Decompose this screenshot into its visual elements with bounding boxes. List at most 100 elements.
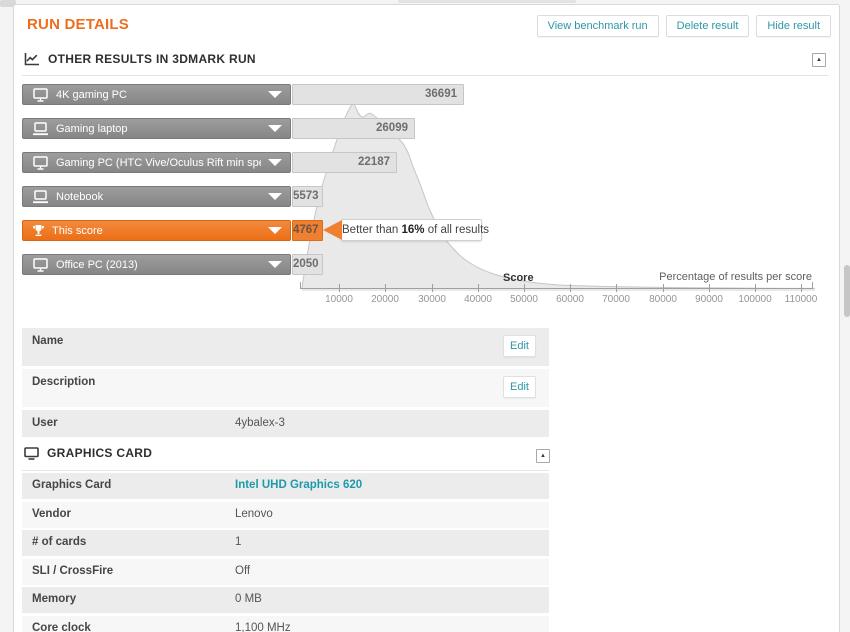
window-artifact bbox=[398, 0, 576, 3]
row-label: Description bbox=[32, 376, 96, 388]
chart-row: 4K gaming PC 36691 bbox=[0, 84, 850, 105]
axis-tick bbox=[801, 284, 802, 292]
tooltip-percent: 16% bbox=[401, 224, 425, 236]
laptop-icon bbox=[32, 121, 49, 136]
chart-row: Gaming laptop 26099 bbox=[0, 118, 850, 139]
row-label: Vendor bbox=[32, 508, 71, 520]
axis-tick-label: 20000 bbox=[371, 294, 399, 305]
dropdown-caret-icon bbox=[268, 227, 282, 234]
tooltip-arrow-icon bbox=[323, 220, 342, 240]
axis-tick bbox=[385, 284, 386, 292]
gpu-row-core-clock: Core clock 1,100 MHz bbox=[22, 616, 549, 632]
collapse-other-results-button[interactable]: ▲ bbox=[812, 53, 826, 67]
tooltip-text: Better than bbox=[342, 224, 402, 236]
comparison-dropdown-4k-gaming-pc[interactable]: 4K gaming PC bbox=[22, 84, 291, 105]
row-label: Core clock bbox=[32, 622, 91, 632]
gpu-row-of-cards: # of cards 1 bbox=[22, 530, 549, 556]
row-label: Name bbox=[32, 335, 64, 347]
view-benchmark-run-button[interactable]: View benchmark run bbox=[536, 15, 659, 37]
chart-row: This score 4767 bbox=[0, 220, 850, 241]
tooltip-text: of all results bbox=[424, 224, 490, 236]
axis-tick bbox=[524, 284, 525, 292]
window-artifact bbox=[0, 0, 16, 7]
graphics-card-header: GRAPHICS CARD bbox=[24, 446, 152, 460]
row-value: Lenovo bbox=[235, 508, 273, 520]
row-value: 1,100 MHz bbox=[235, 622, 291, 632]
gpu-row-sli-crossfire: SLI / CrossFire Off bbox=[22, 559, 549, 585]
axis-tick bbox=[478, 284, 479, 292]
graphics-card-link[interactable]: Intel UHD Graphics 620 bbox=[235, 479, 363, 491]
section-title-other-results: OTHER RESULTS IN 3DMARK RUN bbox=[48, 52, 256, 66]
edit-description-button[interactable]: Edit bbox=[503, 376, 536, 398]
row-label: SLI / CrossFire bbox=[32, 565, 114, 577]
scrollbar-thumb[interactable] bbox=[844, 265, 850, 317]
row-label: Memory bbox=[32, 593, 77, 605]
chart-row: Gaming PC (HTC Vive/Oculus Rift min spec… bbox=[0, 152, 850, 173]
row-value: 4ybalex-3 bbox=[235, 416, 285, 429]
collapse-graphics-card-button[interactable]: ▲ bbox=[536, 449, 550, 463]
section-divider bbox=[22, 75, 828, 76]
axis-tick-label: 70000 bbox=[602, 294, 630, 305]
axis-tick-label: 100000 bbox=[738, 294, 772, 305]
desktop-icon bbox=[32, 87, 49, 102]
page-title: RUN DETAILS bbox=[27, 16, 129, 33]
line-chart-icon bbox=[24, 52, 39, 65]
axis-tick bbox=[432, 284, 433, 292]
score-bar-this-score: 4767 bbox=[292, 220, 323, 241]
axis-tick-label: 90000 bbox=[695, 294, 723, 305]
comparison-dropdown-gaming-pc-htc-vive-oculus-rift-min-spec[interactable]: Gaming PC (HTC Vive/Oculus Rift min spec… bbox=[22, 152, 291, 173]
row-label: User bbox=[32, 416, 58, 429]
axis-note: Percentage of results per score bbox=[659, 271, 812, 283]
comparison-dropdown-gaming-laptop[interactable]: Gaming laptop bbox=[22, 118, 291, 139]
axis-tick-label: 10000 bbox=[325, 294, 353, 305]
score-bar-4k-gaming-pc: 36691 bbox=[292, 84, 464, 105]
gpu-row-memory: Memory 0 MB bbox=[22, 587, 549, 613]
details-row-description: Description Edit bbox=[22, 369, 549, 407]
x-axis-title: Score bbox=[503, 272, 534, 284]
score-bar-gaming-pc-htc-vive-oculus-rift-min-spec: 22187 bbox=[292, 152, 397, 173]
row-value: 0 MB bbox=[235, 593, 262, 605]
dropdown-label: Gaming PC (HTC Vive/Oculus Rift min spec… bbox=[56, 156, 261, 169]
desktop-icon bbox=[32, 257, 49, 272]
axis-tick-label: 60000 bbox=[556, 294, 584, 305]
dropdown-label: Office PC (2013) bbox=[56, 258, 138, 271]
comparison-dropdown-notebook[interactable]: Notebook bbox=[22, 186, 291, 207]
chart-row: Notebook 5573 bbox=[0, 186, 850, 207]
axis-end-tick bbox=[300, 282, 301, 289]
dropdown-caret-icon bbox=[268, 261, 282, 268]
delete-result-button[interactable]: Delete result bbox=[665, 15, 750, 37]
edit-name-button[interactable]: Edit bbox=[503, 335, 536, 357]
axis-tick-label: 30000 bbox=[418, 294, 446, 305]
other-results-header: OTHER RESULTS IN 3DMARK RUN bbox=[24, 52, 256, 66]
axis-tick bbox=[755, 284, 756, 292]
dropdown-label: 4K gaming PC bbox=[56, 88, 127, 101]
axis-tick bbox=[663, 284, 664, 292]
header-actions: View benchmark run Delete result Hide resu… bbox=[536, 15, 831, 37]
row-label: # of cards bbox=[32, 536, 87, 548]
axis-tick-label: 80000 bbox=[649, 294, 677, 305]
section-title-graphics-card: GRAPHICS CARD bbox=[47, 446, 153, 460]
dropdown-caret-icon bbox=[268, 193, 282, 200]
comparison-dropdown-office-pc-2013[interactable]: Office PC (2013) bbox=[22, 254, 291, 275]
axis-tick-label: 40000 bbox=[464, 294, 492, 305]
dropdown-caret-icon bbox=[268, 125, 282, 132]
axis-tick-label: 110000 bbox=[784, 294, 818, 305]
x-axis bbox=[300, 288, 812, 289]
laptop-icon bbox=[32, 189, 49, 204]
percentile-tooltip: Better than 16% of all results bbox=[323, 219, 489, 241]
axis-tick bbox=[339, 284, 340, 292]
row-label: Graphics Card bbox=[32, 479, 112, 491]
gpu-row-graphics-card: Graphics Card Intel UHD Graphics 620 bbox=[22, 473, 549, 499]
axis-tick-label: 50000 bbox=[510, 294, 538, 305]
comparison-dropdown-this-score[interactable]: This score bbox=[22, 220, 291, 241]
hide-result-button[interactable]: Hide result bbox=[756, 15, 831, 37]
dropdown-caret-icon bbox=[268, 159, 282, 166]
axis-end-tick bbox=[812, 282, 813, 289]
details-row-name: Name Edit bbox=[22, 328, 549, 366]
gpu-row-vendor: Vendor Lenovo bbox=[22, 502, 549, 528]
row-value: 1 bbox=[235, 536, 242, 548]
dropdown-label: Notebook bbox=[56, 190, 104, 203]
chart-row: Office PC (2013) 2050 bbox=[0, 254, 850, 275]
trophy-icon bbox=[32, 224, 45, 238]
